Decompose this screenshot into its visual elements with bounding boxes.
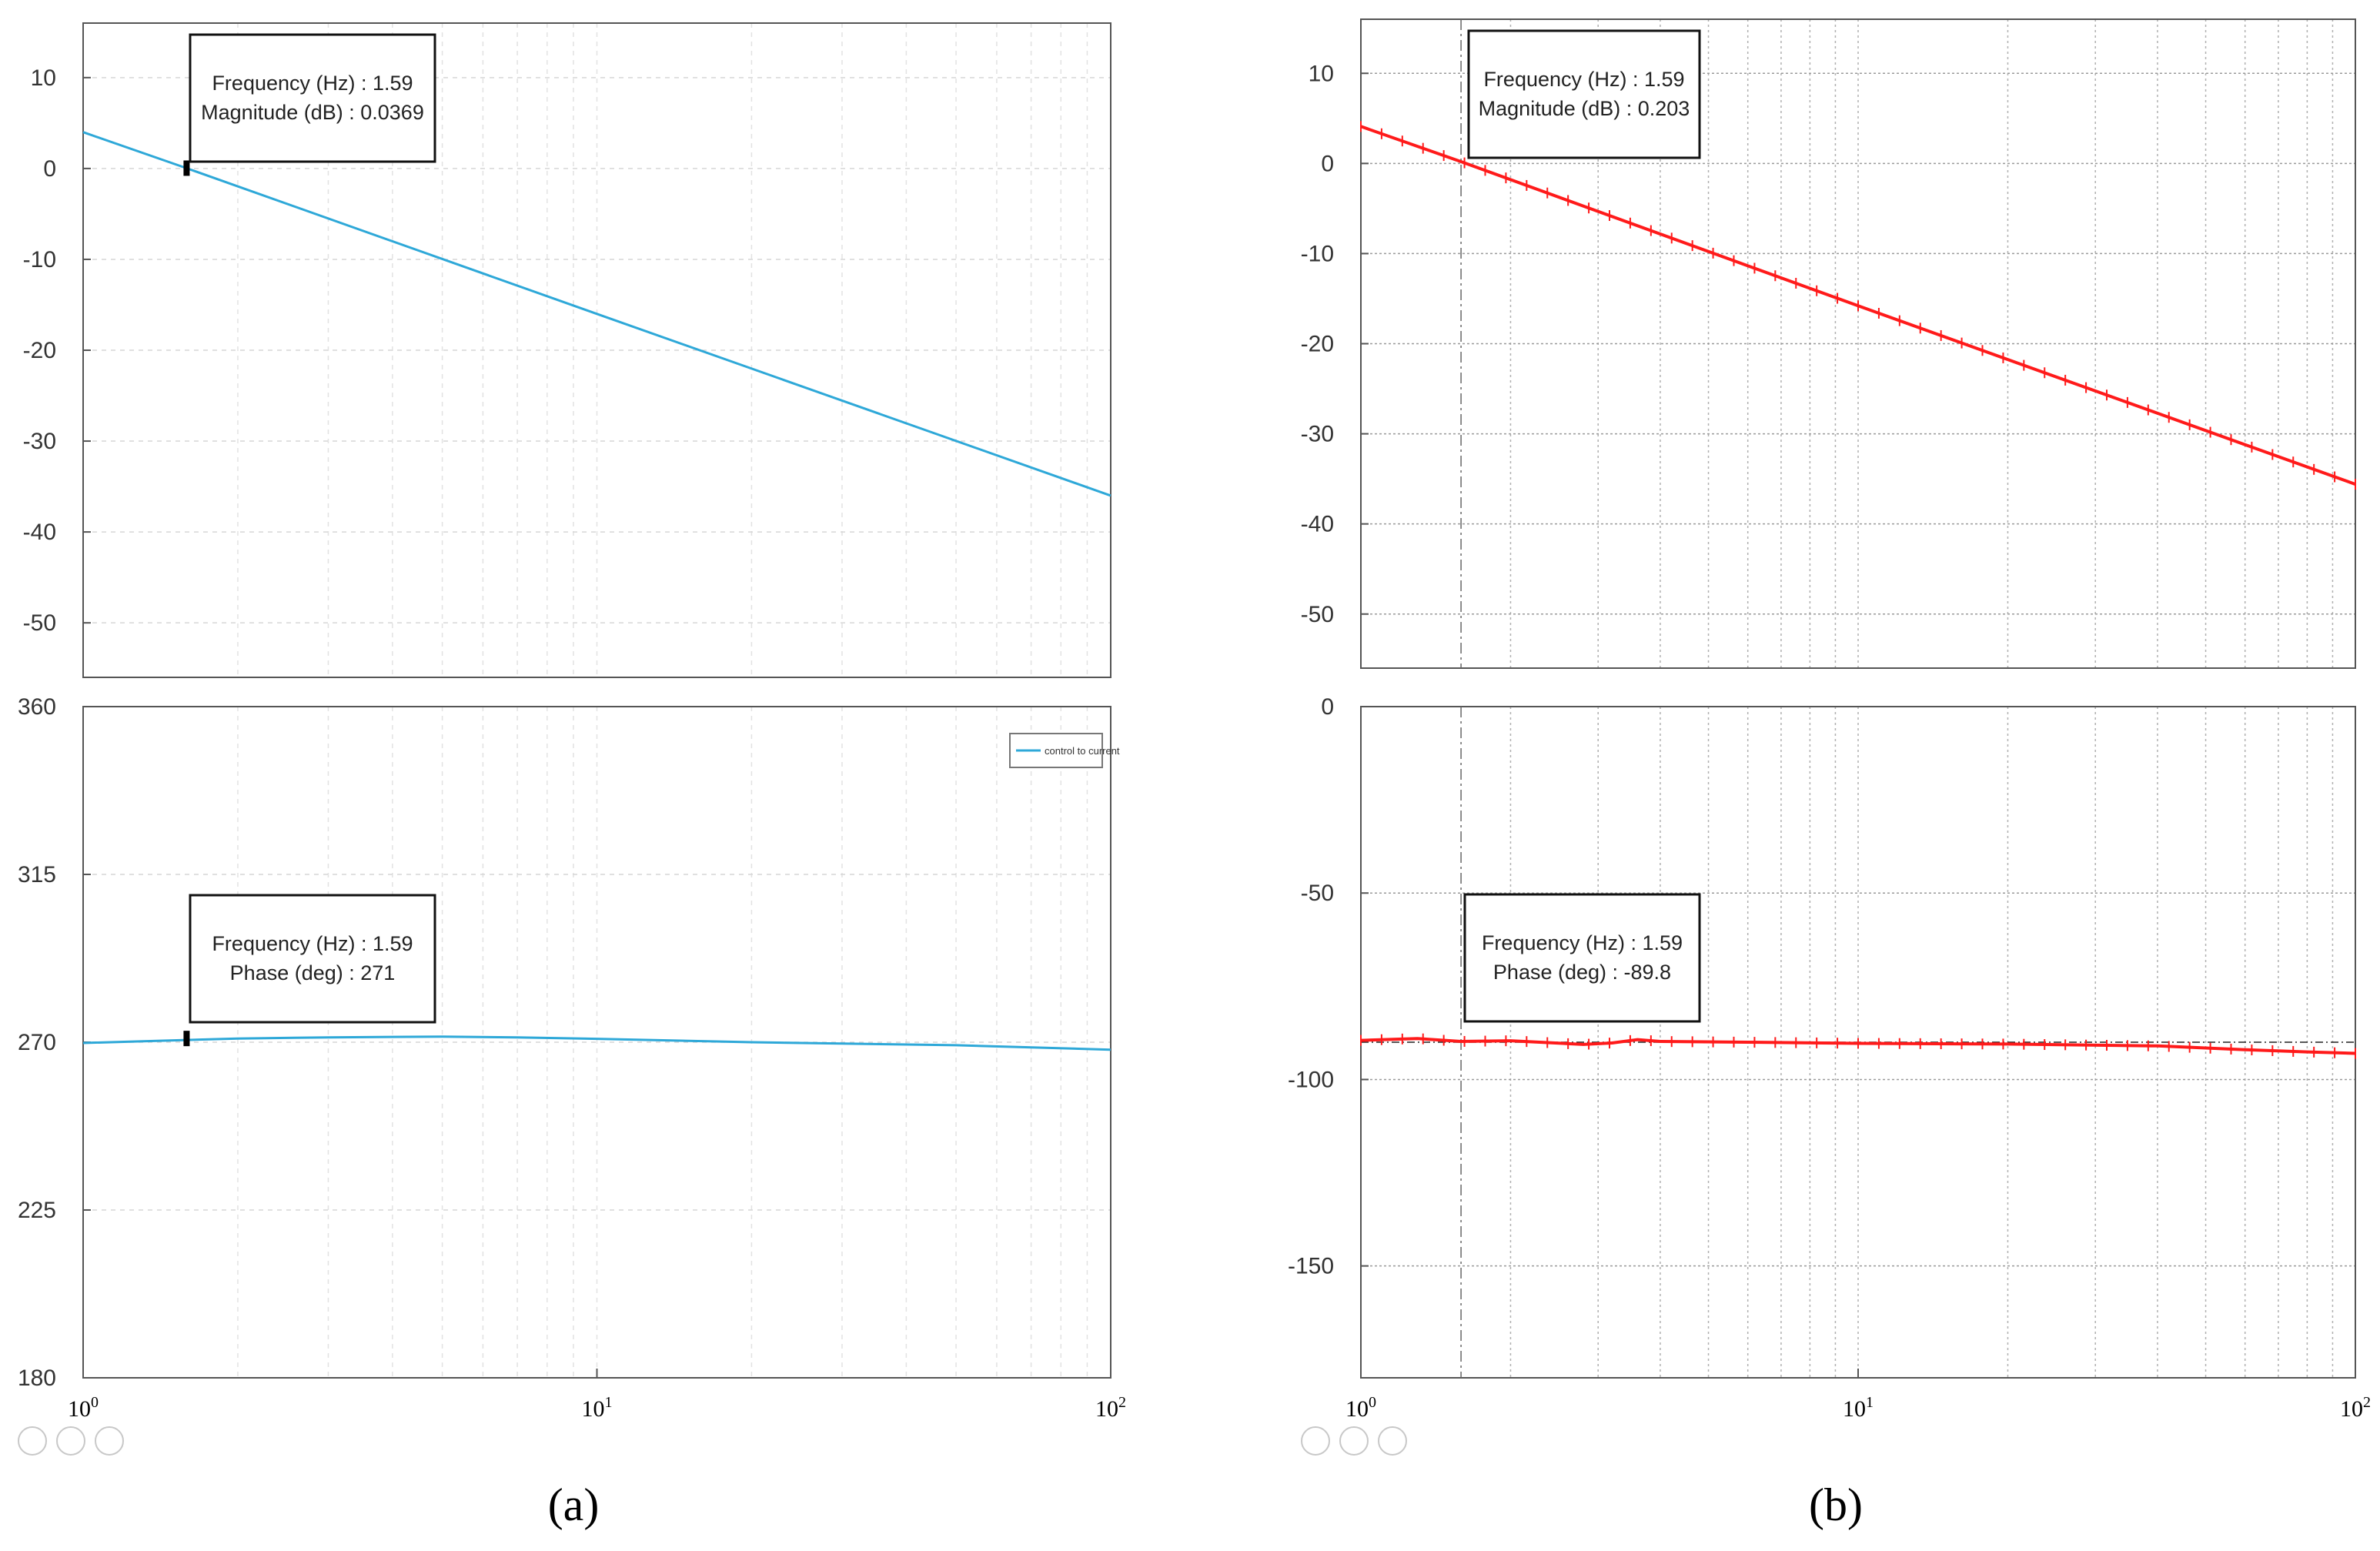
datatip-marker — [183, 160, 190, 176]
y-tick-label: -40 — [1301, 512, 1334, 537]
datatip-line: Phase (deg) : -89.8 — [1493, 961, 1671, 984]
x-tick-label: 100 — [1345, 1394, 1376, 1422]
axes-b-mag: 10 0 -10 -20 -30 -40 -50 Frequency (Hz) : 1.59 M… — [1301, 18, 2356, 669]
x-tick-label: 101 — [582, 1394, 613, 1422]
y-tick-label: 270 — [18, 1030, 56, 1055]
more-icon[interactable] — [95, 1426, 124, 1456]
y-tick-label: 315 — [18, 862, 56, 887]
datatip-line: Frequency (Hz) : 1.59 — [1482, 931, 1683, 954]
datatip-line: Magnitude (dB) : 0.0369 — [201, 101, 424, 124]
y-tick-label: -20 — [1301, 332, 1334, 357]
series-line — [1360, 1037, 2356, 1055]
y-tick-label: -50 — [1301, 602, 1334, 627]
x-tick-label: 100 — [68, 1394, 99, 1422]
x-tick-label: 101 — [1843, 1394, 1874, 1422]
zoom-icon[interactable] — [1339, 1426, 1369, 1456]
panel-label-b: (b) — [1809, 1479, 1863, 1530]
y-tick-label: -50 — [1301, 881, 1334, 906]
datatip-box — [1467, 29, 1701, 159]
legend-a-label: control to current — [1045, 745, 1120, 757]
y-tick-label: -100 — [1288, 1067, 1334, 1092]
y-tick-label: 225 — [18, 1198, 56, 1223]
axes-a-mag: 10 0 -10 -20 -30 -40 -50 Frequency (Hz) : 1.59 M… — [23, 22, 1111, 678]
datatip-box — [189, 33, 436, 163]
y-tick-label: -50 — [23, 610, 56, 636]
more-icon[interactable] — [1378, 1426, 1407, 1456]
axes-b-phase: 0 -50 -100 -150 100 101 102 Frequency (Hz) : 1.… — [1288, 694, 2371, 1422]
datatip-box — [189, 894, 436, 1024]
datatip-line: Phase (deg) : 271 — [230, 961, 396, 984]
toolbar-a[interactable] — [18, 1426, 124, 1456]
y-tick-label: -150 — [1288, 1254, 1334, 1279]
x-tick-label: 102 — [2340, 1394, 2371, 1422]
save-icon[interactable] — [1301, 1426, 1330, 1456]
series-line — [82, 131, 1111, 497]
y-tick-label: -40 — [23, 520, 56, 545]
datatip-line: Frequency (Hz) : 1.59 — [212, 72, 413, 95]
y-tick-label: 0 — [1321, 694, 1334, 720]
panel-label-a: (a) — [548, 1479, 600, 1530]
y-tick-label: -20 — [23, 338, 56, 363]
y-tick-label: -10 — [1301, 241, 1334, 266]
x-tick-label: 102 — [1095, 1394, 1126, 1422]
save-icon[interactable] — [18, 1426, 47, 1456]
y-tick-label: -30 — [1301, 422, 1334, 447]
legend-a: control to current — [1009, 733, 1120, 768]
y-tick-label: -10 — [23, 247, 56, 272]
y-tick-label: 0 — [1321, 151, 1334, 176]
datatip-marker — [183, 1031, 190, 1047]
y-tick-label: 180 — [18, 1365, 56, 1391]
y-tick-label: 360 — [18, 694, 56, 720]
datatip-box — [1463, 893, 1701, 1023]
y-tick-label: 10 — [31, 65, 56, 91]
series-line — [82, 1035, 1111, 1051]
datatip-line: Magnitude (dB) : 0.203 — [1479, 97, 1690, 120]
datatip-line: Frequency (Hz) : 1.59 — [1483, 68, 1684, 91]
y-tick-label: 0 — [43, 156, 56, 182]
datatip-line: Frequency (Hz) : 1.59 — [212, 932, 413, 955]
toolbar-b[interactable] — [1301, 1426, 1407, 1456]
zoom-icon[interactable] — [56, 1426, 85, 1456]
y-tick-label: -30 — [23, 429, 56, 454]
y-tick-label: 10 — [1309, 61, 1334, 86]
axes-a-phase: 360 315 270 225 180 100 101 102 Frequency (Hz) :… — [18, 694, 1126, 1422]
